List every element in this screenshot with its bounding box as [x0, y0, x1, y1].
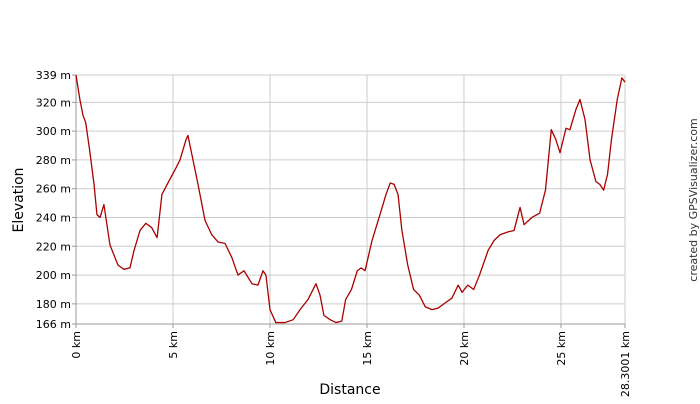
y-tick-label: 300 m	[36, 125, 71, 138]
x-tick-label: 15 km	[361, 331, 374, 366]
y-axis-title: Elevation	[11, 167, 27, 232]
y-tick-label: 200 m	[36, 269, 71, 282]
x-tick-label: 25 km	[555, 331, 568, 366]
y-tick-label: 280 m	[36, 154, 71, 167]
elevation-line	[75, 74, 626, 324]
credit: created by GPSVisualizer.com	[687, 118, 700, 281]
y-tick-label: 320 m	[36, 96, 71, 109]
y-tick-label: 339 m	[36, 69, 71, 82]
x-tick-label: 10 km	[264, 331, 277, 366]
y-tick-label: 240 m	[36, 211, 71, 224]
x-tick-label: 0 km	[70, 331, 83, 359]
y-tick-label: 180 m	[36, 298, 71, 311]
x-axis-title: Distance	[319, 382, 380, 398]
x-tick-label: 20 km	[458, 331, 471, 366]
y-tick-label: 166 m	[36, 318, 71, 331]
x-tick-label: 28.3001 km	[619, 331, 632, 397]
x-tick-label: 5 km	[167, 331, 180, 359]
y-tick-label: 220 m	[36, 240, 71, 253]
y-tick-label: 260 m	[36, 183, 71, 196]
